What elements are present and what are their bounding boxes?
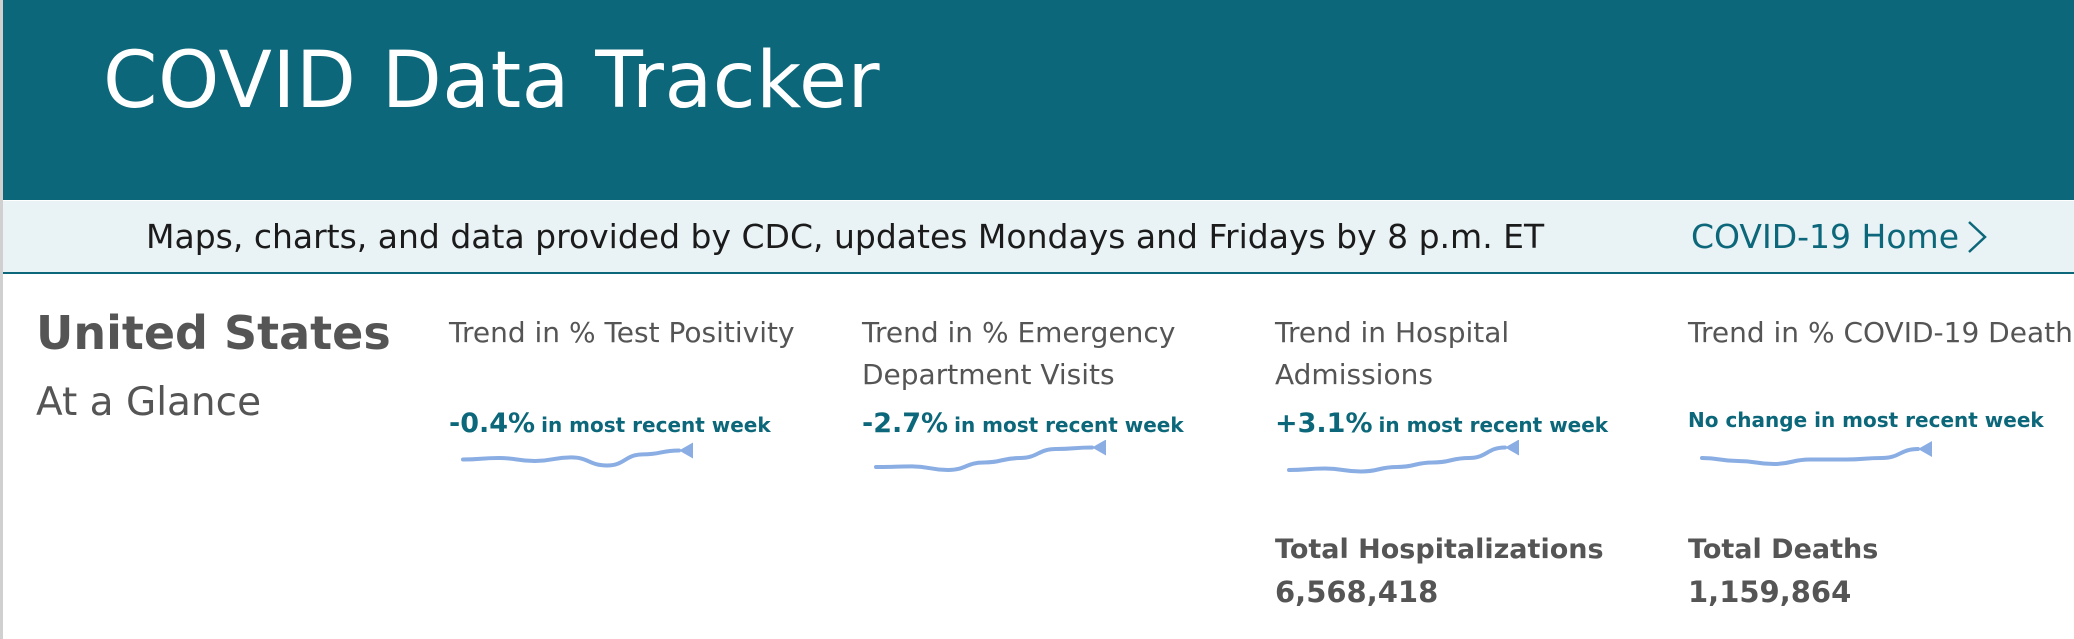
sparkline-path <box>461 448 681 468</box>
trend-change-value: -0.4% <box>449 408 536 439</box>
trend-change-suffix: in most recent week <box>954 413 1184 437</box>
trend-change: +3.1% in most recent week <box>1275 408 1608 439</box>
trend-sparkline <box>1287 440 1519 474</box>
sparkline-path <box>1287 445 1507 474</box>
total-hospitalizations-label: Total Hospitalizations <box>1275 534 1604 565</box>
trend-title: Trend in % COVID-19 Deaths <box>1688 316 2074 349</box>
site-header: COVID Data Tracker <box>3 0 2074 200</box>
covid-home-label: COVID-19 Home <box>1691 217 1959 256</box>
trend-card-ed-visits[interactable]: Trend in % Emergency Department Visits -… <box>862 312 1262 473</box>
chevron-right-icon <box>1965 219 1989 255</box>
total-hospitalizations-value: 6,568,418 <box>1275 575 1439 609</box>
trend-change: -0.4% in most recent week <box>449 408 771 439</box>
page-left-edge <box>0 0 3 639</box>
trend-sparkline <box>461 442 693 468</box>
sparkline-end-marker <box>1092 440 1106 456</box>
trend-sparkline <box>1700 441 1932 467</box>
trend-title: Trend in % Test Positivity <box>449 316 795 349</box>
at-a-glance-label: At a Glance <box>36 380 262 425</box>
trend-change-suffix: No change in most recent week <box>1688 408 2044 432</box>
trend-change-value: +3.1% <box>1275 408 1373 439</box>
total-deaths: Total Deaths 1,159,864 <box>1688 534 1878 609</box>
sparkline-end-marker <box>1505 440 1519 456</box>
trend-change: No change in most recent week <box>1688 408 2044 432</box>
at-a-glance-heading: United States At a Glance <box>36 306 391 425</box>
trend-card-hospital-admissions[interactable]: Trend in Hospital Admissions +3.1% in mos… <box>1275 312 1675 474</box>
total-deaths-label: Total Deaths <box>1688 534 1879 565</box>
sparkline-path <box>1700 447 1920 467</box>
trend-title: Trend in % Emergency Department Visits <box>862 316 1176 391</box>
trend-change-suffix: in most recent week <box>541 413 771 437</box>
page: COVID Data Tracker Maps, charts, and dat… <box>3 0 2074 639</box>
region-name: United States <box>36 306 391 360</box>
trend-card-deaths[interactable]: Trend in % COVID-19 Deaths No change in … <box>1688 312 2074 467</box>
page-title: COVID Data Tracker <box>103 36 881 126</box>
total-deaths-value: 1,159,864 <box>1688 575 1852 609</box>
sparkline-path <box>874 445 1094 473</box>
sparkline-end-marker <box>1918 441 1932 457</box>
trend-change-value: -2.7% <box>862 408 949 439</box>
total-hospitalizations: Total Hospitalizations 6,568,418 <box>1275 534 1604 609</box>
sparkline-end-marker <box>679 442 693 459</box>
update-description: Maps, charts, and data provided by CDC, … <box>146 217 1545 256</box>
covid-home-link[interactable]: COVID-19 Home <box>1691 217 1989 256</box>
trend-change: -2.7% in most recent week <box>862 408 1184 439</box>
trend-change-suffix: in most recent week <box>1378 413 1609 437</box>
trend-sparkline <box>874 440 1106 473</box>
info-bar: Maps, charts, and data provided by CDC, … <box>3 201 2074 274</box>
trend-card-test-positivity[interactable]: Trend in % Test Positivity -0.4% in most … <box>449 312 849 468</box>
trend-title: Trend in Hospital Admissions <box>1275 316 1510 391</box>
